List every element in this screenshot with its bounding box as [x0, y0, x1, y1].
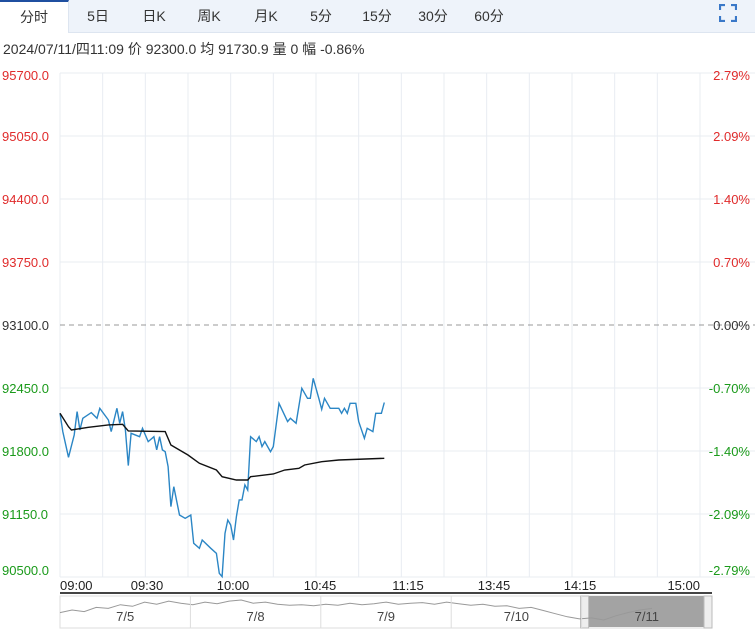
period-tab-bar: 分时 5日 日K 周K 月K 5分 15分 30分 60分 — [0, 0, 755, 33]
pct-tick-label: 1.40% — [713, 192, 750, 207]
pct-tick-label: -2.09% — [709, 507, 751, 522]
navigator-day-label[interactable]: 7/5 — [116, 609, 134, 624]
volume-label: 量 — [272, 41, 287, 57]
tab-30min[interactable]: 30分 — [418, 8, 448, 24]
tab-monthly-k[interactable]: 月K — [254, 8, 278, 24]
x-tick-label: 10:45 — [304, 578, 337, 593]
navigator-selection — [586, 596, 707, 627]
x-tick-label: 10:00 — [217, 578, 250, 593]
pct-tick-label: 0.70% — [713, 255, 750, 270]
x-tick-label: 09:30 — [131, 578, 164, 593]
x-tick-label: 15:00 — [667, 578, 700, 593]
avg-value: 91730.9 — [218, 41, 269, 57]
pct-tick-label: -2.79% — [709, 563, 751, 578]
tab-15min[interactable]: 15分 — [362, 8, 392, 24]
pct-tick-label: -0.70% — [709, 381, 751, 396]
pct-tick-label: 2.09% — [713, 129, 750, 144]
tab-daily-k[interactable]: 日K — [142, 8, 166, 24]
y-tick-label: 92450.0 — [2, 381, 49, 396]
tab-5min[interactable]: 5分 — [310, 8, 332, 24]
y-tick-label: 91150.0 — [2, 507, 48, 522]
x-tick-label: 13:45 — [478, 578, 511, 593]
pct-tick-label: -1.40% — [709, 444, 751, 459]
price-value: 92300.0 — [145, 41, 197, 57]
pct-tick-label: 0.00% — [713, 318, 750, 333]
navigator-day-label[interactable]: 7/9 — [377, 609, 395, 624]
y-tick-label: 93100.0 — [2, 318, 49, 333]
fullscreen-icon[interactable] — [719, 4, 737, 22]
y-tick-label: 91800.0 — [2, 444, 49, 459]
navigator-day-label[interactable]: 7/11 — [635, 609, 659, 624]
pct-tick-label: 2.79% — [713, 68, 750, 83]
y-tick-label: 90500.0 — [2, 563, 49, 578]
tab-intraday[interactable]: 分时 — [0, 0, 69, 33]
navigator-day-label[interactable]: 7/8 — [247, 609, 265, 624]
change-label: 幅 — [302, 41, 317, 57]
tab-60min[interactable]: 60分 — [474, 8, 504, 24]
navigator-handle-left[interactable] — [580, 595, 590, 629]
price-line — [59, 378, 385, 579]
price-label: 价 — [127, 41, 142, 57]
navigator-sparkline — [59, 599, 653, 621]
tab-weekly-k[interactable]: 周K — [197, 8, 221, 24]
y-tick-label: 94400.0 — [2, 192, 49, 207]
quote-datetime: 2024/07/11/四11:09 — [3, 41, 124, 57]
navigator-day-label[interactable]: 7/10 — [504, 609, 529, 624]
volume-value: 0 — [290, 41, 299, 57]
x-tick-label: 14:15 — [564, 578, 597, 593]
x-tick-label: 09:00 — [60, 578, 93, 593]
avg-label: 均 — [200, 41, 215, 57]
quote-info-line: 2024/07/11/四11:09 价 92300.0 均 91730.9 量 … — [3, 39, 364, 59]
y-tick-label: 95700.0 — [2, 68, 49, 83]
change-value: -0.86% — [320, 41, 365, 57]
avg-price-line — [59, 412, 385, 481]
navigator-handle-right[interactable] — [703, 595, 713, 629]
y-tick-label: 93750.0 — [2, 255, 49, 270]
x-tick-label: 11:15 — [392, 578, 424, 593]
y-tick-label: 95050.0 — [2, 129, 49, 144]
tab-5day[interactable]: 5日 — [87, 8, 109, 24]
